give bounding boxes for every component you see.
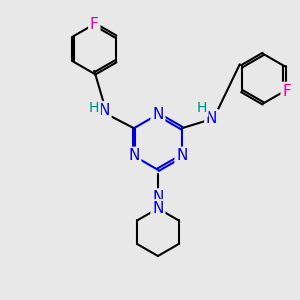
Text: N: N bbox=[152, 190, 164, 205]
Text: N: N bbox=[152, 107, 164, 122]
Text: F: F bbox=[282, 84, 291, 99]
Text: N: N bbox=[206, 111, 218, 126]
Text: F: F bbox=[90, 17, 99, 32]
Text: N: N bbox=[98, 103, 110, 118]
Text: N: N bbox=[176, 148, 188, 164]
Text: N: N bbox=[152, 201, 164, 216]
Text: N: N bbox=[128, 148, 140, 164]
Text: H: H bbox=[196, 101, 207, 116]
Text: H: H bbox=[89, 101, 100, 116]
